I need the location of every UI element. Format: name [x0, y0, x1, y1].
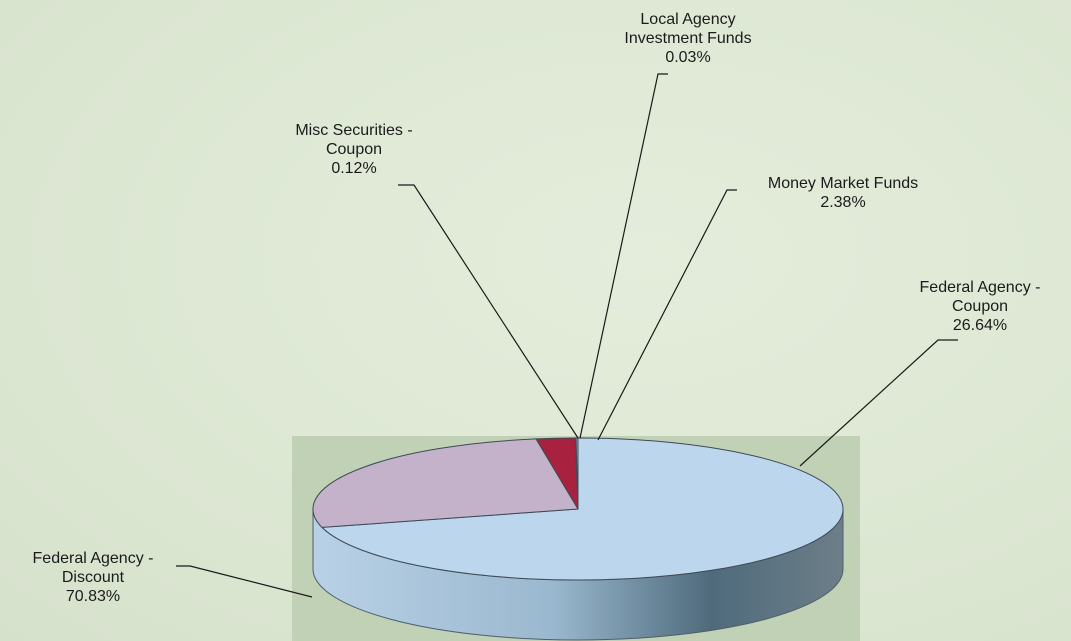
- leader-line-3: [579, 73, 668, 439]
- leader-line-2: [597, 189, 737, 441]
- label-federal-agency-coupon: Federal Agency - Coupon 26.64%: [900, 278, 1060, 335]
- label-money-market-funds: Money Market Funds 2.38%: [738, 174, 948, 212]
- slice-name-line: Federal Agency -: [919, 279, 1041, 296]
- leader-line-1: [799, 339, 958, 467]
- slice-name-line: Federal Agency -: [32, 550, 154, 567]
- label-misc-securities-coupon: Misc Securities - Coupon 0.12%: [274, 121, 434, 178]
- label-federal-agency-discount: Federal Agency - Discount 70.83%: [10, 549, 176, 606]
- slice-name-line: Investment Funds: [624, 30, 752, 47]
- slice-name-line: Local Agency: [640, 11, 736, 28]
- leader-line-0: [176, 565, 313, 598]
- slice-value: 26.64%: [952, 317, 1008, 334]
- slice-value: 0.03%: [665, 49, 711, 66]
- slice-name-line: Misc Securities -: [295, 122, 413, 139]
- leader-line-4: [398, 184, 579, 439]
- label-local-agency-investment-funds: Local Agency Investment Funds 0.03%: [608, 10, 768, 67]
- slice-value: 70.83%: [65, 588, 121, 605]
- slice-name-line: Coupon: [951, 298, 1009, 315]
- slice-value: 2.38%: [820, 194, 866, 211]
- pie-slice-1: [312, 438, 579, 528]
- slice-name-line: Coupon: [325, 141, 383, 158]
- slice-name-line: Money Market Funds: [767, 175, 919, 192]
- pie-slices: [312, 437, 844, 581]
- leader-lines: [176, 73, 958, 598]
- pie-slice-0: [320, 437, 844, 581]
- slice-value: 0.12%: [331, 160, 377, 177]
- slice-name-line: Discount: [61, 569, 125, 586]
